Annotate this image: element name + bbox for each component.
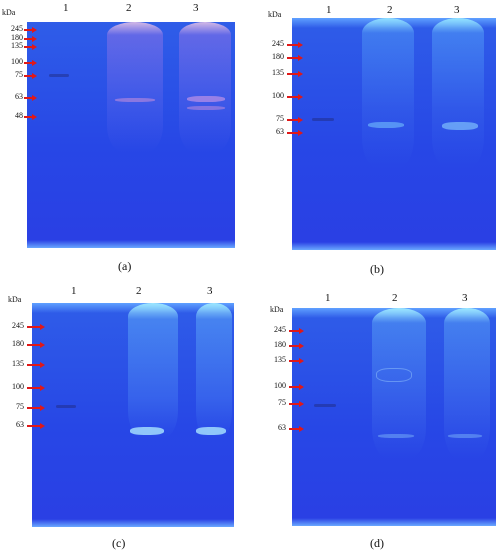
marker-label: 100 [12,382,24,391]
lane-number-3: 3 [462,292,468,304]
lane-number-2: 2 [126,2,132,14]
lane-number-3: 3 [454,4,460,16]
marker-arrow [287,42,303,47]
marker-label: 135 [274,355,286,364]
marker-label: 135 [11,41,23,50]
marker-label: 63 [15,92,23,101]
marker-label: 48 [15,111,23,120]
marker-label: 180 [272,52,284,61]
marker-label: 63 [278,423,286,432]
marker-label: 245 [272,39,284,48]
marker-label: 75 [15,70,23,79]
marker-arrow [289,384,304,389]
marker-label: 63 [16,420,24,429]
lane-number-1: 1 [63,2,69,14]
marker-label: 75 [278,398,286,407]
marker-arrow [289,401,304,406]
marker-label: 75 [16,402,24,411]
marker-arrow [287,130,303,135]
marker-arrow [24,27,37,32]
marker-label: 245 [11,24,23,33]
lane-number-1: 1 [325,292,331,304]
marker-arrow [24,95,37,100]
marker-arrow [24,73,37,78]
marker-label: 135 [12,359,24,368]
marker-arrow [289,426,304,431]
lane-number-3: 3 [207,285,213,297]
marker-arrow [287,55,303,60]
marker-label: 100 [274,381,286,390]
marker-arrow [289,343,304,348]
gel-image-a [27,22,235,248]
marker-label: 100 [272,91,284,100]
marker-arrow [289,328,304,333]
marker-label: 245 [274,325,286,334]
marker-arrow [27,423,45,428]
unit-label: kDa [268,10,282,19]
marker-label: 180 [12,339,24,348]
marker-label: 245 [12,321,24,330]
marker-label: 135 [272,68,284,77]
lane-number-2: 2 [136,285,142,297]
marker-arrow [24,36,37,41]
panel-caption: (b) [370,262,384,276]
marker-label: 75 [276,114,284,123]
marker-arrow [287,117,303,122]
lane-number-2: 2 [387,4,393,16]
lane-number-2: 2 [392,292,398,304]
marker-arrow [27,362,45,367]
panel-caption: (c) [112,536,126,550]
marker-arrow [27,385,45,390]
marker-label: 63 [276,127,284,136]
marker-arrow [289,358,304,363]
marker-arrow [27,405,45,410]
panel-caption: (a) [118,259,132,273]
unit-label: kDa [270,305,284,314]
unit-label: kDa [2,8,16,17]
lane-number-1: 1 [71,285,77,297]
marker-label: 100 [11,57,23,66]
gel-image-d [292,308,496,526]
panel-caption: (d) [370,536,384,550]
marker-arrow [27,324,45,329]
marker-arrow [24,60,37,65]
gel-image-b [292,18,496,250]
lane-number-3: 3 [193,2,199,14]
gel-image-c [32,303,234,527]
marker-arrow [27,342,45,347]
marker-arrow [287,71,303,76]
lane-number-1: 1 [326,4,332,16]
marker-arrow [24,44,37,49]
marker-arrow [24,114,37,119]
marker-label: 180 [274,340,286,349]
marker-arrow [287,94,303,99]
unit-label: kDa [8,295,22,304]
marker-label: 180 [11,33,23,42]
